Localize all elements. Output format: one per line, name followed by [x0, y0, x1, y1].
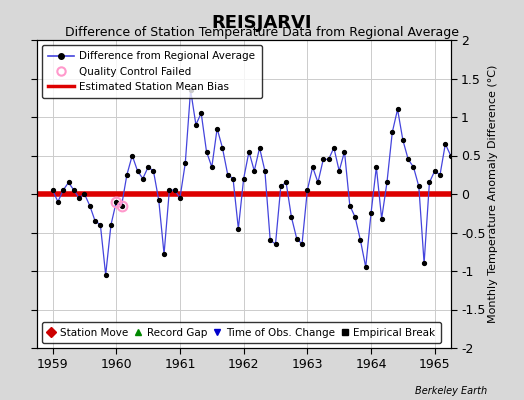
- Text: REISJARVI: REISJARVI: [212, 14, 312, 32]
- Legend: Station Move, Record Gap, Time of Obs. Change, Empirical Break: Station Move, Record Gap, Time of Obs. C…: [42, 322, 441, 343]
- Y-axis label: Monthly Temperature Anomaly Difference (°C): Monthly Temperature Anomaly Difference (…: [488, 65, 498, 323]
- Text: Berkeley Earth: Berkeley Earth: [415, 386, 487, 396]
- Text: Difference of Station Temperature Data from Regional Average: Difference of Station Temperature Data f…: [65, 26, 459, 39]
